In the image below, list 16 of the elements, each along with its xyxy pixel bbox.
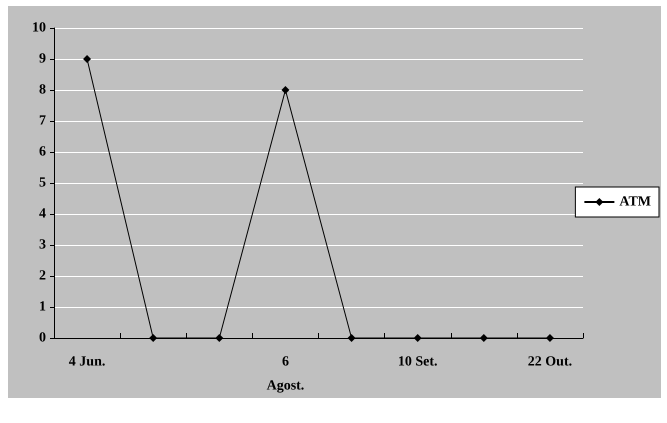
- x-tick-label: 22 Out.: [528, 354, 572, 370]
- y-tick-label: 2: [39, 268, 46, 284]
- y-tick-label: 0: [39, 330, 46, 346]
- x-tick-label: 4 Jun.: [68, 354, 106, 370]
- y-tick-label: 8: [39, 82, 46, 98]
- y-tick-label: 7: [39, 114, 46, 128]
- y-tick-label: 6: [39, 144, 46, 160]
- x-tick-label: 6 Agost.: [266, 354, 304, 394]
- y-tick-label: 3: [39, 238, 46, 252]
- x-tick-label: 10 Set.: [398, 354, 438, 370]
- y-tick-label: 9: [39, 52, 46, 66]
- y-tick-label: 1: [39, 300, 46, 314]
- legend-label: ATM: [619, 194, 651, 210]
- y-tick-label: 10: [32, 20, 46, 36]
- y-tick-label: 4: [39, 206, 46, 222]
- y-tick-label: 5: [39, 176, 46, 190]
